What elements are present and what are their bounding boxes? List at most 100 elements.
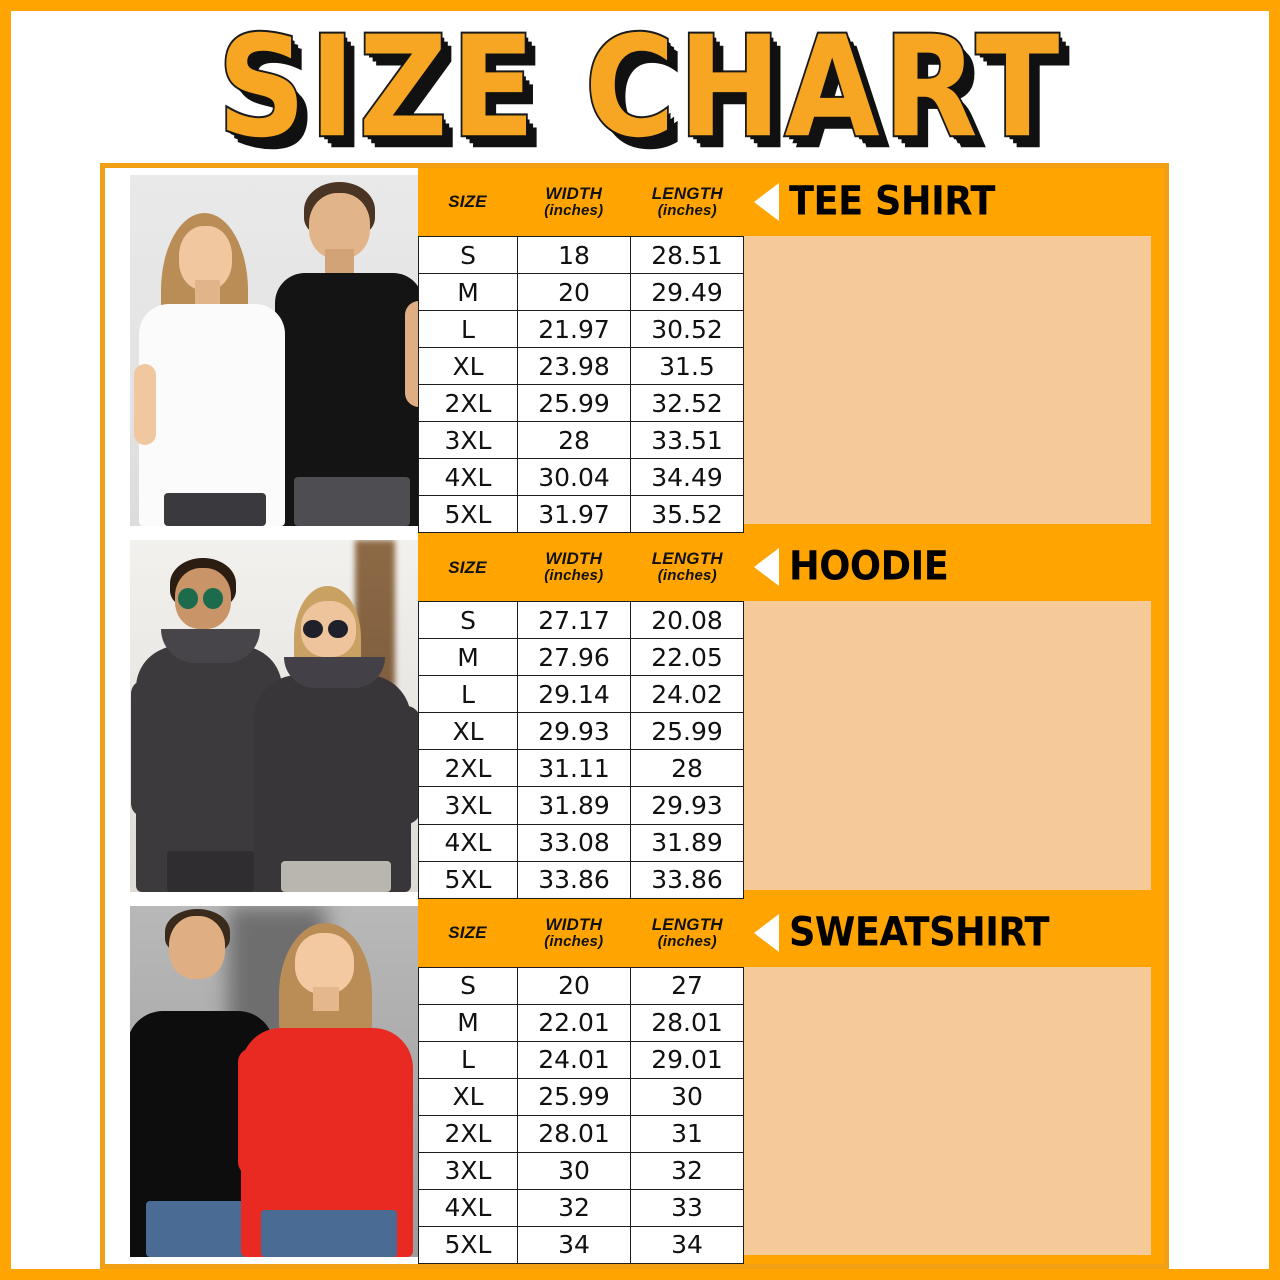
width-cell: 28 — [517, 421, 631, 460]
width-cell: 30 — [517, 1151, 631, 1190]
width-cell: 21.97 — [517, 310, 631, 349]
length-cell: 30 — [630, 1077, 744, 1116]
size-cell: S — [418, 966, 518, 1005]
width-cell: 27.17 — [517, 601, 631, 640]
column-header-width: WIDTH (inches) — [517, 184, 631, 220]
product-section-tee-shirt: SIZE WIDTH (inches) LENGTH (inches) S 18 2… — [105, 168, 1164, 534]
size-cell: S — [418, 601, 518, 640]
table-row: 2XL 31.11 28 — [418, 749, 744, 788]
width-cell: 25.99 — [517, 1077, 631, 1116]
column-header-length-unit: (inches) — [657, 202, 717, 220]
table-row: XL 23.98 31.5 — [418, 347, 744, 386]
length-cell: 34 — [630, 1225, 744, 1264]
category-label: TEE SHIRT — [789, 178, 995, 225]
width-cell: 29.14 — [517, 675, 631, 714]
peach-panel — [744, 601, 1151, 890]
peach-panel — [744, 966, 1151, 1255]
length-cell: 31.5 — [630, 347, 744, 386]
product-photo — [130, 905, 418, 1257]
table-row: 5XL 31.97 35.52 — [418, 495, 744, 534]
length-cell: 29.93 — [630, 786, 744, 825]
category-label-strip: HOODIE — [744, 533, 1164, 602]
length-cell: 31 — [630, 1114, 744, 1153]
size-cell: L — [418, 310, 518, 349]
category-label-strip: SWEATSHIRT — [744, 898, 1164, 967]
length-cell: 32 — [630, 1151, 744, 1190]
column-header-width-label: WIDTH — [545, 914, 603, 934]
column-header-width-unit: (inches) — [544, 202, 604, 220]
size-table-hoodie: S 27.17 20.08 M 27.96 22.05 L 29.14 24.02 XL 29.93… — [418, 601, 744, 899]
width-cell: 31.97 — [517, 495, 631, 534]
length-cell: 20.08 — [630, 601, 744, 640]
table-cell-tee-shirt: SIZE WIDTH (inches) LENGTH (inches) S 18 2… — [418, 168, 745, 534]
photo-cell-sweatshirt — [105, 898, 418, 1264]
size-cell: 4XL — [418, 823, 518, 862]
size-cell: M — [418, 638, 518, 677]
width-cell: 27.96 — [517, 638, 631, 677]
size-cell: XL — [418, 712, 518, 751]
chart-content-frame: SIZE WIDTH (inches) LENGTH (inches) S 18 2… — [100, 163, 1169, 1269]
column-header-length-label: LENGTH — [651, 184, 723, 204]
table-row: XL 29.93 25.99 — [418, 712, 744, 751]
category-label: HOODIE — [789, 543, 949, 590]
table-row: 4XL 32 33 — [418, 1188, 744, 1227]
table-cell-sweatshirt: SIZE WIDTH (inches) LENGTH (inches) S 20 2… — [418, 898, 745, 1264]
table-row: L 21.97 30.52 — [418, 310, 744, 349]
length-cell: 24.02 — [630, 675, 744, 714]
table-row: 4XL 33.08 31.89 — [418, 823, 744, 862]
column-header-width-label: WIDTH — [545, 549, 603, 569]
length-cell: 31.89 — [630, 823, 744, 862]
column-header-width: WIDTH (inches) — [517, 549, 631, 585]
triangle-left-icon — [754, 183, 779, 221]
length-cell: 33.86 — [630, 860, 744, 899]
size-cell: L — [418, 675, 518, 714]
size-cell: 3XL — [418, 1151, 518, 1190]
table-row: M 20 29.49 — [418, 273, 744, 312]
width-cell: 30.04 — [517, 458, 631, 497]
column-header-size: SIZE — [448, 192, 487, 212]
column-header-length: LENGTH (inches) — [631, 184, 745, 220]
width-cell: 28.01 — [517, 1114, 631, 1153]
size-cell: M — [418, 273, 518, 312]
table-row: 2XL 25.99 32.52 — [418, 384, 744, 423]
size-cell: 2XL — [418, 1114, 518, 1153]
length-cell: 22.05 — [630, 638, 744, 677]
label-panel-sweatshirt: SWEATSHIRT — [744, 898, 1164, 1264]
table-header-row: SIZE WIDTH (inches) LENGTH (inches) — [418, 898, 745, 967]
label-panel-hoodie: HOODIE — [744, 533, 1164, 899]
size-cell: M — [418, 1003, 518, 1042]
length-cell: 28.01 — [630, 1003, 744, 1042]
table-row: 2XL 28.01 31 — [418, 1114, 744, 1153]
table-row: S 27.17 20.08 — [418, 601, 744, 640]
triangle-left-icon — [754, 913, 779, 952]
length-cell: 32.52 — [630, 384, 744, 423]
size-cell: 2XL — [418, 749, 518, 788]
triangle-left-icon — [754, 548, 779, 587]
table-row: S 18 28.51 — [418, 235, 744, 275]
width-cell: 32 — [517, 1188, 631, 1227]
width-cell: 25.99 — [517, 384, 631, 423]
column-header-length-unit: (inches) — [657, 932, 717, 950]
table-row: 4XL 30.04 34.49 — [418, 458, 744, 497]
size-cell: 5XL — [418, 495, 518, 534]
column-header-width-label: WIDTH — [545, 184, 603, 204]
size-cell: XL — [418, 1077, 518, 1116]
column-header-width-unit: (inches) — [544, 932, 604, 950]
length-cell: 25.99 — [630, 712, 744, 751]
table-row: 3XL 30 32 — [418, 1151, 744, 1190]
width-cell: 33.08 — [517, 823, 631, 862]
column-header-length: LENGTH (inches) — [631, 915, 745, 951]
size-cell: 3XL — [418, 421, 518, 460]
label-panel-tee-shirt: TEE SHIRT — [744, 168, 1164, 534]
table-row: 5XL 33.86 33.86 — [418, 860, 744, 899]
length-cell: 28.51 — [630, 235, 744, 275]
length-cell: 34.49 — [630, 458, 744, 497]
length-cell: 29.01 — [630, 1040, 744, 1079]
size-table-sweatshirt: S 20 27 M 22.01 28.01 L 24.01 29.01 XL 25.99 30 2XL 2… — [418, 966, 744, 1264]
table-row: S 20 27 — [418, 966, 744, 1005]
table-row: M 27.96 22.05 — [418, 638, 744, 677]
column-header-width-unit: (inches) — [544, 567, 604, 585]
length-cell: 35.52 — [630, 495, 744, 534]
width-cell: 23.98 — [517, 347, 631, 386]
